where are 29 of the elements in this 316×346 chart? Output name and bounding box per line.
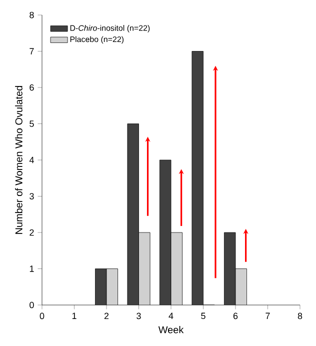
bar xyxy=(138,232,150,305)
x-tick-label: 4 xyxy=(168,312,174,319)
bar xyxy=(95,268,106,305)
y-tick-label: 8 xyxy=(30,12,34,18)
y-tick-label: 0 xyxy=(30,302,34,308)
bar xyxy=(235,268,247,305)
x-tick-label: 5 xyxy=(201,312,206,320)
x-tick-label: 1 xyxy=(72,312,76,319)
x-tick-label: 0 xyxy=(40,312,44,320)
x-tick-label: 2 xyxy=(104,312,109,320)
x-tick-label: 7 xyxy=(266,312,270,319)
bar xyxy=(106,268,118,305)
x-axis-title: Week xyxy=(158,326,184,334)
x-tick-label: 3 xyxy=(136,312,141,320)
y-tick-label: 5 xyxy=(30,120,34,127)
y-tick-label: 4 xyxy=(29,156,34,164)
y-axis-title: Number of Women Who Ovulated xyxy=(15,86,22,234)
y-tick-label: 2 xyxy=(30,229,34,236)
bar xyxy=(127,124,139,305)
bar xyxy=(160,160,171,305)
y-tick-label: 7 xyxy=(30,48,34,54)
x-tick-label: 8 xyxy=(298,312,302,320)
x-tick-label: 6 xyxy=(233,312,238,320)
y-tick-label: 1 xyxy=(30,266,34,272)
y-tick-label: 6 xyxy=(30,84,34,91)
bar xyxy=(192,51,204,305)
y-tick-label: 3 xyxy=(30,193,34,200)
bar xyxy=(170,232,182,305)
bar xyxy=(224,232,236,305)
